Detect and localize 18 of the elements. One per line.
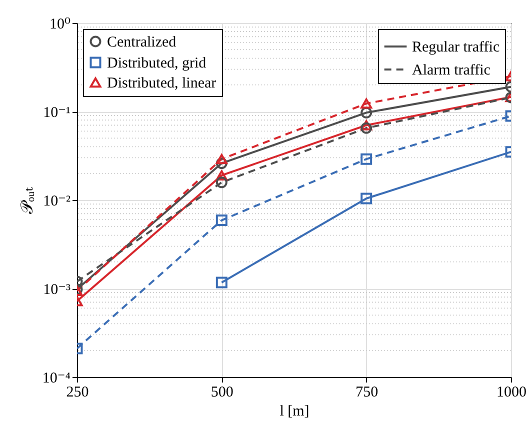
y-axis-title: 𝒫ₒᵤₜ [17,186,36,214]
legend-label: Centralized [107,34,177,50]
y-tick-label: 10⁻³ [43,282,71,298]
x-tick-label: 250 [66,384,89,400]
point [216,276,228,288]
x-axis-title: l [m] [280,404,310,420]
x-tick-label: 500 [210,384,234,400]
y-tick-label: 10⁻⁴ [42,370,70,386]
y-tick-label: 10⁰ [49,16,70,32]
annotation: Regular traffic [412,40,500,56]
point [360,192,372,204]
y-tick-label: 10⁻¹ [43,105,70,121]
annotation: Alarm traffic [412,62,491,78]
legend-label: Distributed, grid [107,56,207,72]
x-tick-label: 1000 [496,384,526,400]
y-tick-label: 10⁻² [43,194,71,210]
legend-label: Distributed, linear [107,76,216,92]
x-tick-label: 750 [356,384,378,400]
